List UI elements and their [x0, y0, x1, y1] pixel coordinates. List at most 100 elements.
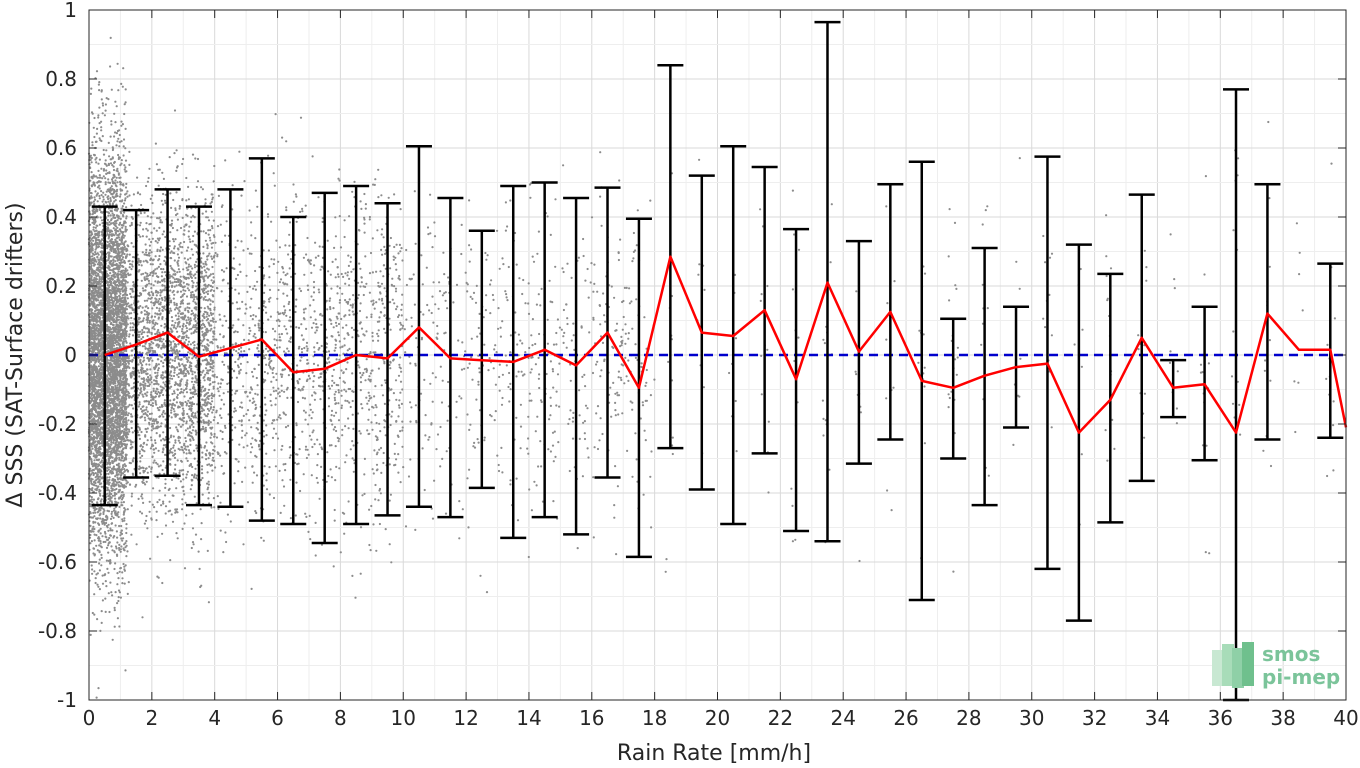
scatter-point	[104, 177, 107, 180]
scatter-point	[116, 572, 119, 575]
scatter-point	[120, 399, 123, 402]
scatter-point	[115, 190, 118, 193]
scatter-point	[116, 445, 119, 448]
scatter-point	[106, 476, 109, 479]
scatter-point	[125, 555, 128, 558]
scatter-point	[108, 536, 111, 540]
scatter-point	[94, 577, 97, 580]
scatter-point	[113, 567, 116, 571]
scatter-point	[114, 220, 117, 223]
scatter-point	[90, 462, 93, 465]
scatter-point	[108, 331, 111, 334]
scatter-point	[110, 120, 113, 123]
scatter-point	[95, 489, 98, 492]
scatter-point	[107, 544, 110, 547]
scatter-point	[114, 232, 117, 235]
scatter-point	[112, 359, 115, 362]
scatter-point	[98, 174, 101, 177]
scatter-point	[111, 148, 114, 152]
scatter-point	[121, 478, 124, 481]
scatter-point	[123, 507, 126, 510]
scatter-point	[89, 633, 92, 637]
scatter-point	[119, 193, 122, 196]
scatter-point	[113, 483, 116, 486]
scatter-point	[117, 359, 120, 362]
scatter-point	[99, 139, 102, 142]
scatter-point	[90, 311, 94, 314]
scatter-point	[116, 481, 119, 484]
scatter-point	[119, 548, 122, 551]
scatter-point	[94, 454, 97, 458]
scatter-point	[121, 452, 124, 455]
scatter-point	[122, 459, 125, 462]
scatter-point	[111, 334, 114, 338]
scatter-point	[93, 295, 96, 298]
scatter-point	[124, 170, 127, 173]
scatter-point	[122, 501, 125, 504]
scatter-point	[117, 599, 120, 603]
scatter-point	[109, 394, 112, 397]
scatter-point	[95, 70, 99, 73]
scatter-point	[96, 413, 99, 416]
scatter-point	[109, 359, 112, 362]
scatter-point	[125, 206, 128, 209]
scatter-point	[91, 568, 94, 571]
scatter-point	[89, 370, 92, 373]
scatter-point	[122, 447, 125, 450]
scatter-point	[124, 127, 127, 130]
scatter-point	[116, 140, 119, 143]
scatter-point	[112, 441, 115, 444]
scatter-point	[98, 550, 101, 553]
scatter-point	[89, 529, 92, 533]
scatter-point	[100, 258, 103, 261]
scatter-point	[110, 284, 114, 287]
scatter-point	[112, 258, 115, 261]
scatter-point	[117, 172, 120, 175]
scatter-point	[98, 407, 101, 410]
scatter-point	[92, 200, 95, 203]
scatter-point	[120, 159, 123, 162]
scatter-point	[116, 602, 119, 605]
scatter-point	[110, 489, 113, 492]
scatter-point	[97, 162, 100, 165]
scatter-point	[115, 457, 118, 460]
scatter-point	[107, 257, 110, 260]
scatter-point	[111, 482, 114, 485]
scatter-point	[89, 442, 92, 445]
scatter-point	[109, 561, 112, 565]
scatter-point	[118, 302, 121, 305]
scatter-point	[117, 515, 120, 519]
scatter-point	[111, 494, 114, 497]
scatter-point	[116, 434, 119, 437]
scatter-point	[95, 544, 98, 547]
scatter-point	[112, 323, 115, 327]
scatter-point	[114, 361, 117, 364]
scatter-point	[95, 382, 98, 385]
scatter-point	[111, 317, 114, 320]
scatter-point	[99, 432, 102, 436]
scatter-point	[123, 470, 126, 473]
scatter-point	[116, 541, 119, 544]
scatter-point	[114, 298, 117, 301]
scatter-point	[108, 155, 111, 158]
scatter-point	[107, 497, 110, 501]
scatter-point	[100, 553, 103, 557]
scatter-point	[119, 485, 122, 488]
scatter-point	[119, 534, 122, 537]
scatter-point	[119, 200, 122, 203]
scatter-point	[118, 375, 121, 378]
scatter-point	[94, 190, 97, 193]
scatter-point	[101, 385, 104, 388]
scatter-points	[87, 36, 1336, 699]
scatter-point	[111, 212, 114, 215]
scatter-point	[125, 192, 128, 195]
scatter-point	[90, 87, 93, 90]
scatter-point	[90, 242, 93, 245]
scatter-point	[103, 114, 106, 117]
scatter-point	[100, 621, 103, 625]
scatter-point	[107, 529, 110, 532]
scatter-point	[117, 244, 120, 247]
scatter-point	[97, 236, 100, 239]
scatter-point	[117, 497, 121, 500]
scatter-point	[96, 395, 99, 398]
